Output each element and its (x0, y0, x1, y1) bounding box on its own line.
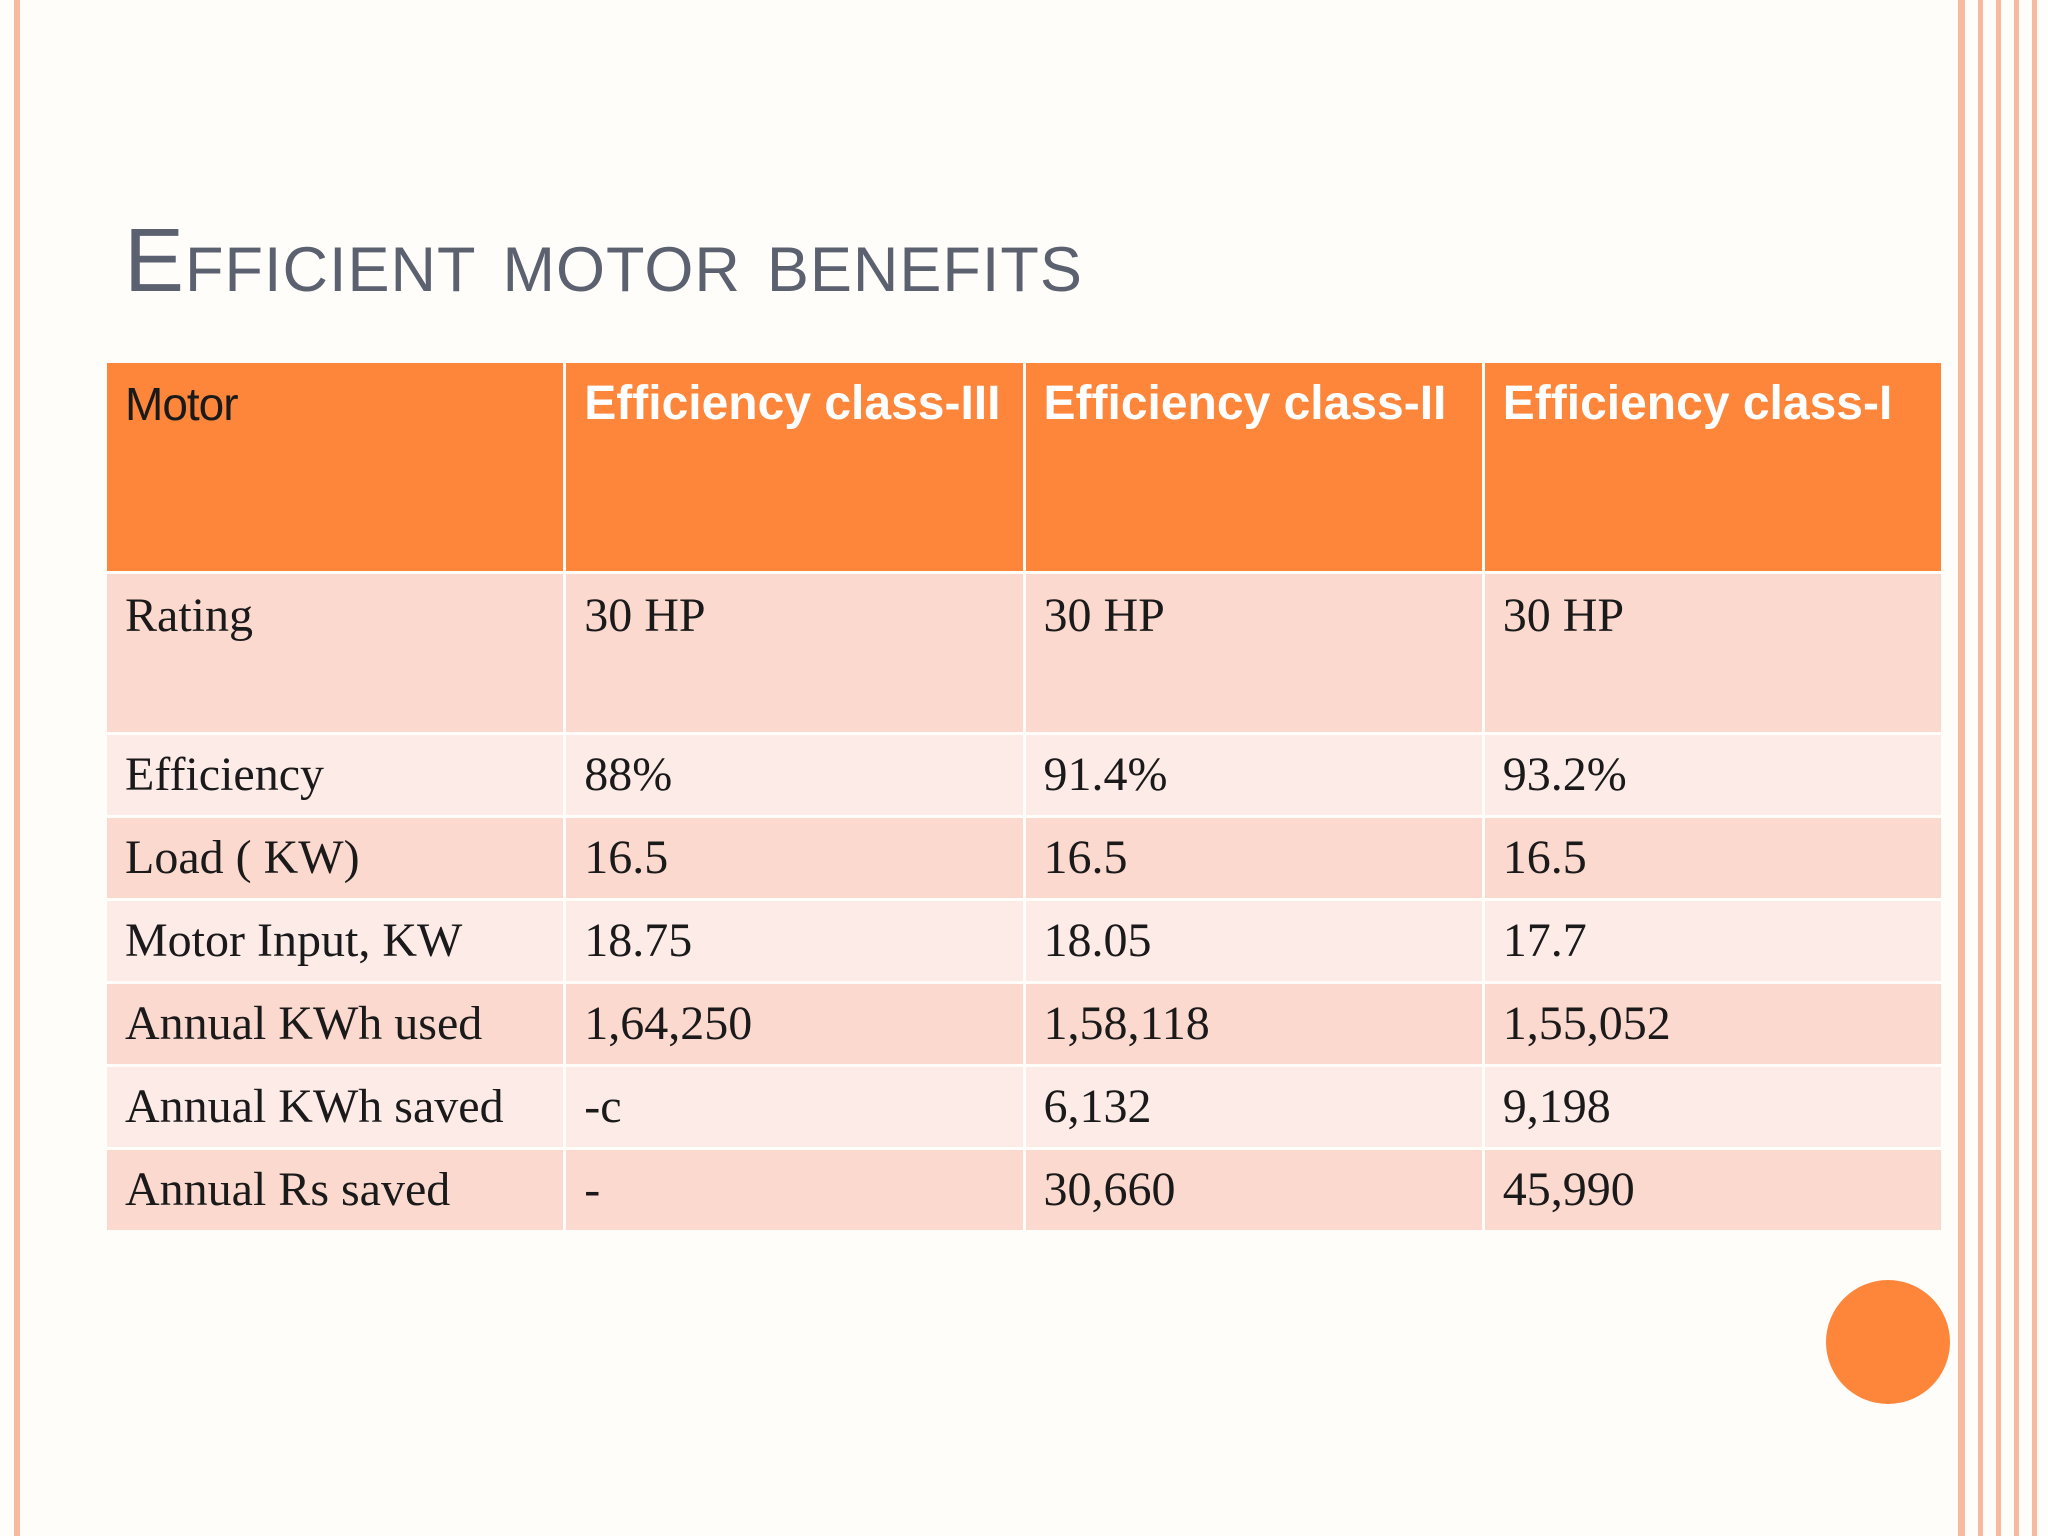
table-row: Annual KWh saved -c 6,132 9,198 (103, 1064, 1945, 1150)
table-row: Annual Rs saved - 30,660 45,990 (103, 1147, 1945, 1233)
table-cell: 1,58,118 (1022, 981, 1485, 1067)
table-row: Efficiency 88% 91.4% 93.2% (103, 732, 1945, 818)
table-cell: 16.5 (1022, 815, 1485, 901)
row-label: Efficiency (103, 732, 567, 818)
row-label: Load ( KW) (103, 815, 567, 901)
header-motor: Motor (103, 360, 567, 574)
table-cell: 30 HP (563, 571, 1026, 735)
table-cell: -c (563, 1064, 1026, 1150)
table-header-row: Motor Efficiency class-III Efficiency cl… (103, 360, 1945, 574)
table-cell: - (563, 1147, 1026, 1233)
table-cell: 16.5 (1481, 815, 1945, 901)
right-border-line-3 (1996, 0, 2001, 1536)
row-label: Annual Rs saved (103, 1147, 567, 1233)
table-cell: 9,198 (1481, 1064, 1945, 1150)
table-cell: 18.05 (1022, 898, 1485, 984)
header-class-ii: Efficiency class-II (1022, 360, 1485, 574)
table-cell: 93.2% (1481, 732, 1945, 818)
header-class-i: Efficiency class-I (1481, 360, 1945, 574)
right-border-line-1 (1958, 0, 1965, 1536)
right-border-line-2 (1978, 0, 1983, 1536)
table-cell: 18.75 (563, 898, 1026, 984)
row-label: Annual KWh used (103, 981, 567, 1067)
table-cell: 30,660 (1022, 1147, 1485, 1233)
table-cell: 1,64,250 (563, 981, 1026, 1067)
right-border-line-5 (2032, 0, 2037, 1536)
table-row: Load ( KW) 16.5 16.5 16.5 (103, 815, 1945, 901)
table-cell: 6,132 (1022, 1064, 1485, 1150)
decorative-circle (1826, 1280, 1950, 1404)
motor-comparison-table: Motor Efficiency class-III Efficiency cl… (103, 360, 1945, 1233)
table-cell: 1,55,052 (1481, 981, 1945, 1067)
table-cell: 45,990 (1481, 1147, 1945, 1233)
header-class-iii: Efficiency class-III (563, 360, 1026, 574)
slide-title: Efficient motor benefits (124, 211, 1083, 311)
table-cell: 30 HP (1022, 571, 1485, 735)
row-label: Annual KWh saved (103, 1064, 567, 1150)
left-border-line (14, 0, 20, 1536)
table-cell: 91.4% (1022, 732, 1485, 818)
right-border-line-4 (2014, 0, 2019, 1536)
table-cell: 30 HP (1481, 571, 1945, 735)
table-row: Motor Input, KW 18.75 18.05 17.7 (103, 898, 1945, 984)
row-label: Rating (103, 571, 567, 735)
table-cell: 88% (563, 732, 1026, 818)
row-label: Motor Input, KW (103, 898, 567, 984)
table-row: Annual KWh used 1,64,250 1,58,118 1,55,0… (103, 981, 1945, 1067)
table-row: Rating 30 HP 30 HP 30 HP (103, 571, 1945, 735)
table-cell: 17.7 (1481, 898, 1945, 984)
table-cell: 16.5 (563, 815, 1026, 901)
